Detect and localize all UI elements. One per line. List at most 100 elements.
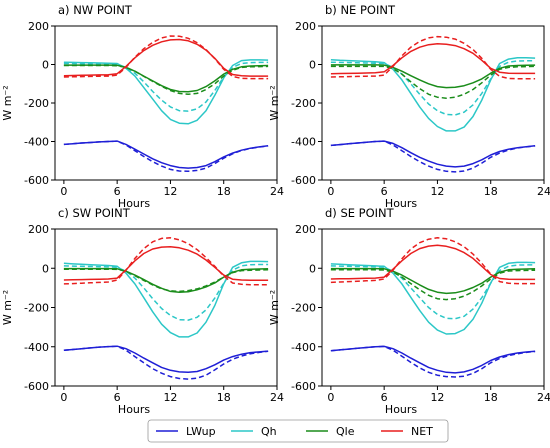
legend-label-qh: Qh xyxy=(261,425,277,438)
y-tick-label: 200 xyxy=(295,20,316,33)
series-lwup-solid xyxy=(330,345,536,374)
series-net-solid xyxy=(330,244,536,281)
y-tick-label: -600 xyxy=(291,380,316,393)
x-tick-label: 6 xyxy=(381,185,388,198)
y-tick-label: -600 xyxy=(291,174,316,187)
y-tick-label: -600 xyxy=(24,174,49,187)
y-tick-label: 0 xyxy=(309,262,316,275)
series-lwup-dashed xyxy=(330,140,536,173)
series-net-solid xyxy=(63,245,269,281)
x-axis-label: Hours xyxy=(118,403,150,416)
y-tick-label: 0 xyxy=(42,59,49,72)
series-lwup-solid xyxy=(63,140,269,169)
series-net-dashed xyxy=(330,237,536,285)
series-lwup-solid xyxy=(63,345,269,374)
x-tick-label: 24 xyxy=(270,391,284,404)
series-lwup-dashed xyxy=(63,140,269,173)
y-tick-label: 200 xyxy=(28,223,49,236)
y-tick-label: -200 xyxy=(291,97,316,110)
series-qle-dashed xyxy=(63,64,269,96)
series-lwup-solid xyxy=(330,140,536,168)
series-qle-dashed xyxy=(330,65,536,99)
panel-3: 0 6 12 18 24 200 0 -200 -400 -600 c) SW POINT Hours… xyxy=(1,206,284,416)
series-qh-solid xyxy=(330,57,536,132)
x-tick-label: 24 xyxy=(270,185,284,198)
x-axis-label: Hours xyxy=(118,197,150,210)
series-net-dashed xyxy=(63,35,269,80)
y-axis-label: W m⁻² xyxy=(268,85,281,120)
series-net-dashed xyxy=(330,35,536,80)
series-lwup-dashed xyxy=(330,345,536,378)
y-tick-label: -200 xyxy=(24,302,49,315)
x-tick-label: 6 xyxy=(114,391,121,404)
y-tick-label: 0 xyxy=(42,262,49,275)
x-tick-label: 6 xyxy=(381,391,388,404)
series-qle-solid xyxy=(330,267,536,295)
x-tick-label: 12 xyxy=(430,185,444,198)
series-qh-dashed xyxy=(330,264,536,320)
x-tick-label: 0 xyxy=(327,185,334,198)
panel-title: c) SW POINT xyxy=(58,206,131,220)
y-tick-label: -400 xyxy=(291,341,316,354)
x-tick-label: 12 xyxy=(163,391,177,404)
y-tick-label: -400 xyxy=(24,341,49,354)
panel-title: d) SE POINT xyxy=(325,206,395,220)
y-tick-label: -600 xyxy=(24,380,49,393)
x-tick-label: 12 xyxy=(430,391,444,404)
series-group xyxy=(63,237,269,380)
series-qh-dashed xyxy=(330,60,536,116)
series-net-solid xyxy=(63,38,269,77)
y-tick-label: -200 xyxy=(24,97,49,110)
y-axis-label: W m⁻² xyxy=(1,85,14,120)
x-tick-label: 18 xyxy=(484,391,498,404)
x-tick-label: 18 xyxy=(484,185,498,198)
series-group xyxy=(63,35,269,173)
series-group xyxy=(330,237,536,378)
panel-2: 0 6 12 18 24 200 0 -200 -400 -600 b) NE POINT Hours… xyxy=(268,3,550,210)
series-qle-dashed xyxy=(330,269,536,301)
legend: LWup Qh Qle NET xyxy=(147,419,449,443)
series-qle-solid xyxy=(63,267,269,293)
x-tick-label: 18 xyxy=(217,391,231,404)
x-tick-label: 0 xyxy=(60,391,67,404)
x-tick-label: 12 xyxy=(163,185,177,198)
panels: 0 6 12 18 24 200 0 -200 -400 -600 a) NW POINT Hours… xyxy=(1,3,550,416)
x-tick-label: 6 xyxy=(114,185,121,198)
panel-4: 0 6 12 18 24 200 0 -200 -400 -600 d) SE POINT Hours… xyxy=(268,206,550,416)
legend-label-lwup: LWup xyxy=(186,425,216,438)
plot-frame xyxy=(321,25,545,181)
legend-label-net: NET xyxy=(411,425,433,438)
y-tick-label: -400 xyxy=(291,136,316,149)
legend-label-qle: Qle xyxy=(336,425,355,438)
x-tick-label: 0 xyxy=(60,185,67,198)
y-tick-label: 200 xyxy=(28,20,49,33)
panel-1: 0 6 12 18 24 200 0 -200 -400 -600 a) NW POINT Hours… xyxy=(1,3,284,210)
plot-frame xyxy=(54,228,278,387)
series-net-dashed xyxy=(63,237,269,286)
y-axis-label: W m⁻² xyxy=(1,290,14,325)
x-tick-label: 24 xyxy=(537,391,550,404)
x-tick-label: 18 xyxy=(217,185,231,198)
panel-title: b) NE POINT xyxy=(325,3,396,17)
y-tick-label: 200 xyxy=(295,223,316,236)
panel-title: a) NW POINT xyxy=(58,3,133,17)
y-tick-label: -400 xyxy=(24,136,49,149)
series-qle-solid xyxy=(330,64,536,89)
series-group xyxy=(330,35,536,173)
series-qh-dashed xyxy=(63,263,269,321)
series-qle-dashed xyxy=(63,268,269,293)
series-qh-solid xyxy=(63,260,269,338)
series-qh-dashed xyxy=(63,61,269,112)
x-axis-label: Hours xyxy=(385,403,417,416)
series-qh-solid xyxy=(330,261,536,335)
legend-box xyxy=(147,419,449,443)
x-axis-label: Hours xyxy=(385,197,417,210)
x-tick-label: 0 xyxy=(327,391,334,404)
y-tick-label: -200 xyxy=(291,302,316,315)
plot-frame xyxy=(321,228,545,387)
series-net-solid xyxy=(330,42,536,75)
y-tick-label: 0 xyxy=(309,59,316,72)
x-tick-label: 24 xyxy=(537,185,550,198)
series-qh-solid xyxy=(63,59,269,125)
